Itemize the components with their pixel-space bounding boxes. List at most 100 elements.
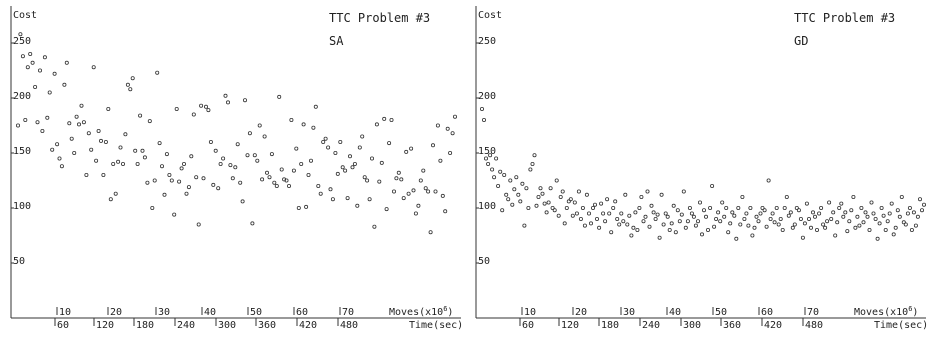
data-point — [45, 115, 50, 120]
data-point — [570, 213, 575, 218]
data-point — [99, 138, 104, 143]
chart-title: TTC Problem #3 — [329, 11, 430, 25]
data-point — [817, 211, 822, 216]
x-axis-label-moves-close: ) — [912, 307, 918, 318]
data-point — [720, 200, 725, 205]
data-point — [313, 104, 318, 109]
data-point — [564, 205, 569, 210]
data-point — [64, 60, 69, 65]
data-point — [710, 183, 715, 188]
data-point — [15, 123, 20, 128]
data-point — [578, 216, 583, 221]
data-point — [562, 221, 567, 226]
data-point — [863, 210, 868, 215]
data-point — [829, 216, 834, 221]
data-point — [189, 154, 194, 159]
data-point — [494, 156, 499, 161]
data-point — [837, 205, 842, 210]
data-point — [74, 114, 79, 119]
data-point — [433, 189, 438, 194]
x-tick-label-moves: 50 — [715, 307, 727, 318]
data-point — [685, 219, 690, 224]
data-point — [216, 186, 221, 191]
y-tick-label: 200 — [478, 91, 496, 102]
data-point — [108, 197, 113, 202]
data-point — [260, 177, 265, 182]
data-point — [883, 227, 888, 232]
chart-panel-1: Cost TTC Problem #3 SA 50 100 150 200 250 10 20 30… — [10, 6, 463, 331]
data-point — [871, 211, 876, 216]
data-point — [691, 214, 696, 219]
data-point — [881, 213, 886, 218]
y-tick-label: 150 — [478, 146, 496, 157]
data-point — [18, 32, 23, 37]
data-point — [203, 104, 208, 109]
data-point — [869, 200, 874, 205]
data-point — [335, 171, 340, 176]
data-point — [798, 216, 803, 221]
data-point — [133, 148, 138, 153]
data-point — [28, 52, 33, 57]
data-point — [177, 179, 182, 184]
data-point — [825, 219, 830, 224]
data-point — [294, 146, 299, 151]
data-point — [915, 214, 920, 219]
data-point — [897, 214, 902, 219]
data-point — [306, 172, 311, 177]
data-point — [633, 210, 638, 215]
data-point — [379, 160, 384, 165]
data-point — [851, 194, 856, 199]
x-axis-label-moves-exponent: 6 — [443, 305, 447, 313]
data-point — [566, 199, 571, 204]
data-point — [629, 233, 634, 238]
data-point — [488, 153, 493, 158]
y-tick-label: 150 — [13, 146, 31, 157]
data-point — [641, 219, 646, 224]
data-point — [736, 205, 741, 210]
data-point — [123, 132, 128, 137]
data-point — [235, 142, 240, 147]
data-point — [593, 202, 598, 207]
data-point — [702, 208, 707, 213]
data-point — [879, 205, 884, 210]
data-point — [291, 168, 296, 173]
data-point — [33, 85, 38, 90]
data-point — [416, 203, 421, 208]
data-point — [568, 197, 573, 202]
data-point — [20, 54, 25, 59]
data-point — [411, 188, 416, 193]
data-point — [524, 186, 529, 191]
data-point — [208, 139, 213, 144]
data-point — [94, 158, 99, 163]
data-point — [889, 201, 894, 206]
data-point — [609, 230, 614, 235]
data-point — [554, 178, 559, 183]
data-point — [357, 145, 362, 150]
data-point — [272, 180, 277, 185]
data-point — [623, 192, 628, 197]
data-point — [365, 178, 370, 183]
data-point — [875, 236, 880, 241]
data-point — [587, 211, 592, 216]
data-point — [673, 230, 678, 235]
data-point — [584, 192, 589, 197]
x-tick-label-time: 360 — [723, 320, 741, 331]
x-axis-label-moves: Moves(x106) — [389, 305, 453, 318]
x-axis-label-moves: Moves(x106) — [854, 305, 918, 318]
data-point — [55, 142, 60, 147]
data-point — [613, 199, 618, 204]
data-point — [23, 118, 28, 123]
data-point — [274, 183, 279, 188]
data-point — [802, 221, 807, 226]
data-point — [252, 153, 257, 158]
data-point — [651, 210, 656, 215]
data-point — [716, 210, 721, 215]
data-point — [538, 186, 543, 191]
data-point — [103, 139, 108, 144]
data-point — [452, 114, 457, 119]
data-point — [722, 214, 727, 219]
data-point — [647, 224, 652, 229]
x-tick-label-time: 300 — [683, 320, 701, 331]
data-point — [179, 166, 184, 171]
data-point — [372, 224, 377, 229]
